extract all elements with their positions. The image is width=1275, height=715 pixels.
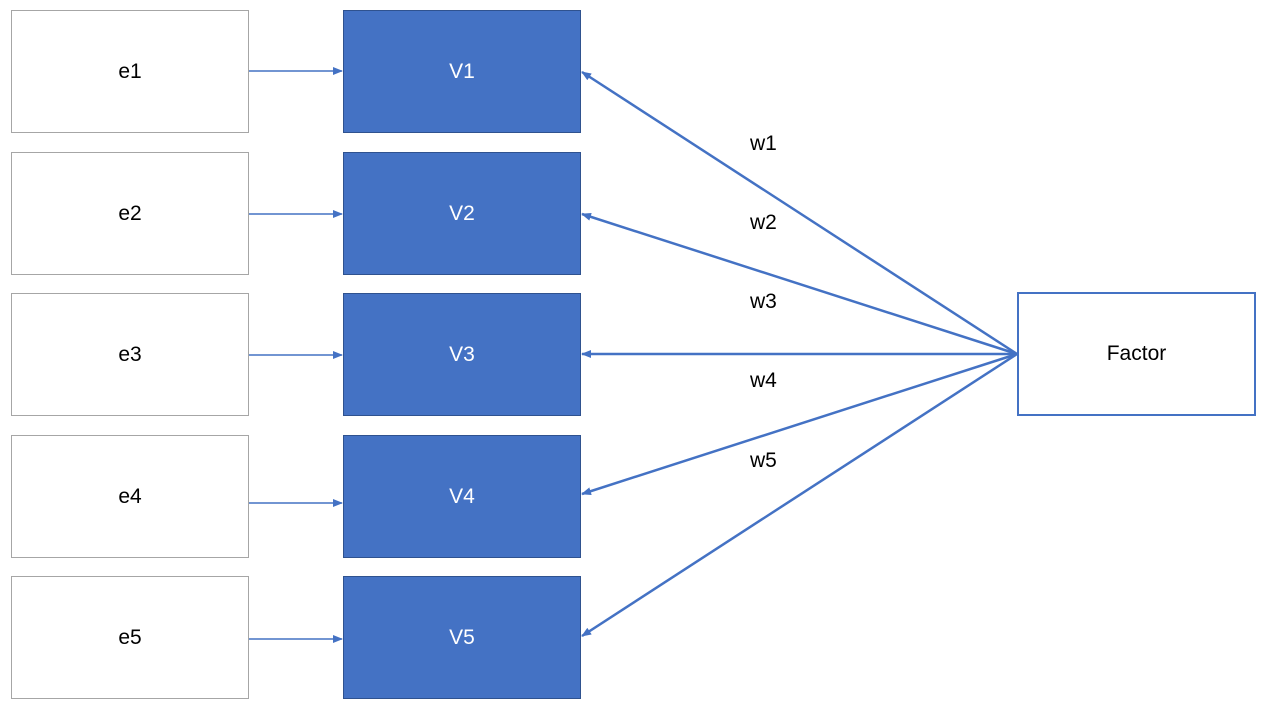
variable-box-v3: V3 xyxy=(343,293,581,416)
arrow-factor-to-v1 xyxy=(581,70,1018,356)
error-label: e3 xyxy=(118,342,142,366)
arrow-factor-to-v5 xyxy=(581,352,1018,638)
error-label: e5 xyxy=(118,625,142,649)
error-box-e4: e4 xyxy=(11,435,249,558)
weight-label-w4: w4 xyxy=(750,369,777,392)
variable-label: V5 xyxy=(449,625,475,649)
error-label: e1 xyxy=(118,59,142,83)
error-box-e3: e3 xyxy=(11,293,249,416)
variable-box-v5: V5 xyxy=(343,576,581,699)
weight-label-w1: w1 xyxy=(750,132,777,155)
variable-box-v4: V4 xyxy=(343,435,581,558)
factor-box: Factor xyxy=(1017,292,1256,416)
error-box-e5: e5 xyxy=(11,576,249,699)
variable-box-v1: V1 xyxy=(343,10,581,133)
weight-label-w2: w2 xyxy=(750,211,777,234)
factor-label: Factor xyxy=(1106,342,1167,365)
error-box-e1: e1 xyxy=(11,10,249,133)
error-label: e4 xyxy=(118,484,142,508)
variable-label: V3 xyxy=(449,342,475,366)
variable-label: V2 xyxy=(449,201,475,225)
error-label: e2 xyxy=(118,201,142,225)
weight-label-w3: w3 xyxy=(750,290,777,313)
variable-label: V4 xyxy=(449,484,475,508)
variable-label: V1 xyxy=(449,59,475,83)
arrow-factor-to-v4 xyxy=(581,352,1018,496)
variable-box-v2: V2 xyxy=(343,152,581,275)
arrow-factor-to-v2 xyxy=(581,212,1018,356)
error-box-e2: e2 xyxy=(11,152,249,275)
weight-label-w5: w5 xyxy=(750,449,777,472)
